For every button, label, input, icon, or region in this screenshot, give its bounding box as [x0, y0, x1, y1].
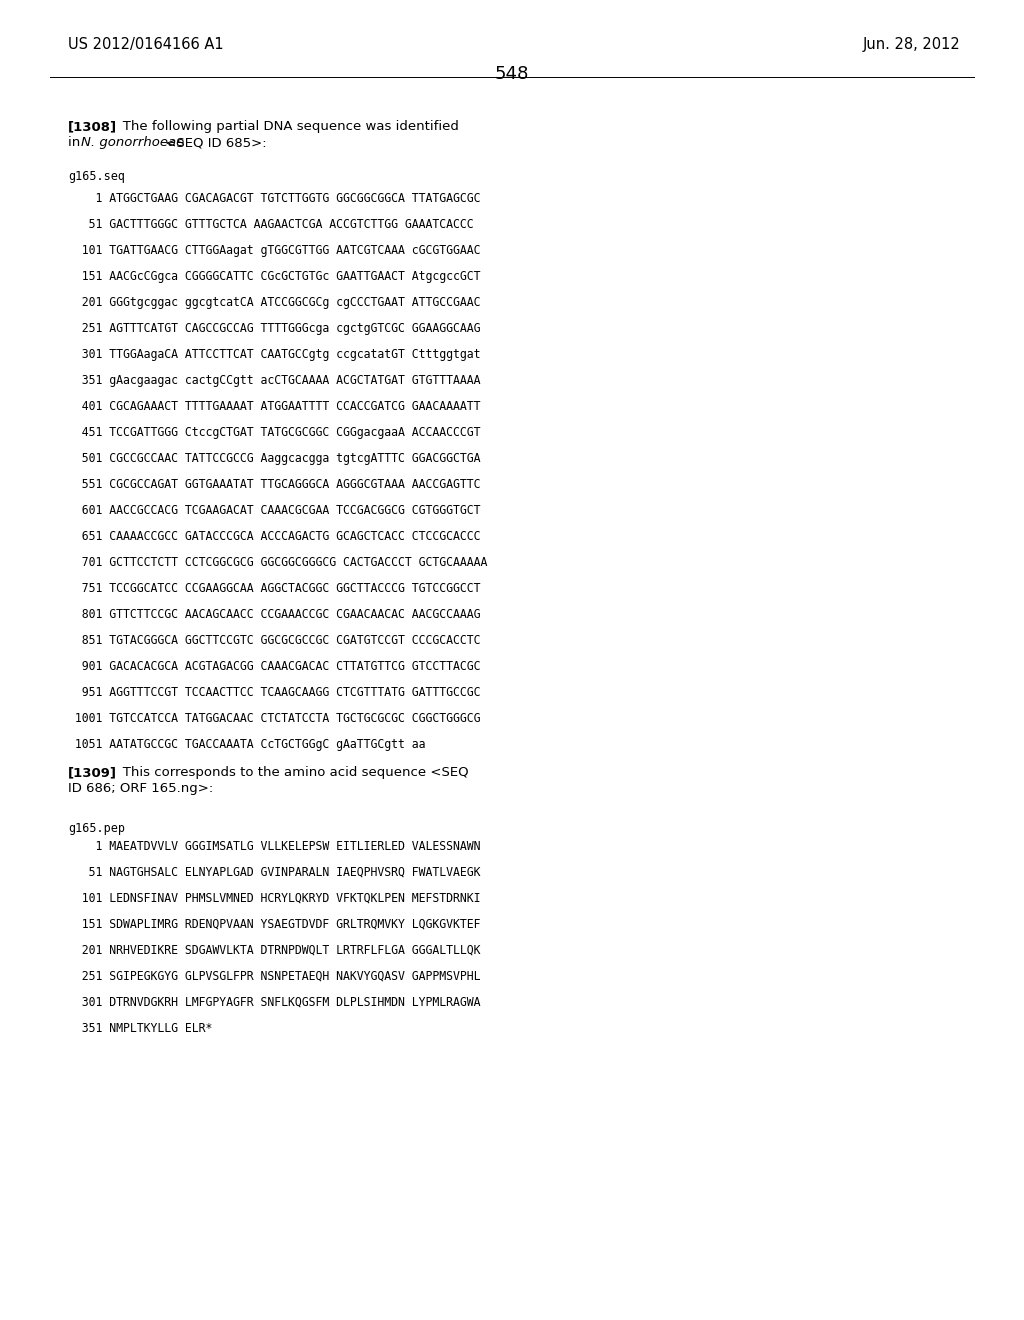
Text: 251 AGTTTCATGT CAGCCGCCAG TTTTGGGcga cgctgGTCGC GGAAGGCAAG: 251 AGTTTCATGT CAGCCGCCAG TTTTGGGcga cgc… — [68, 322, 480, 335]
Text: g165.seq: g165.seq — [68, 170, 125, 183]
Text: [1308]: [1308] — [68, 120, 117, 133]
Text: 551 CGCGCCAGAT GGTGAAATAT TTGCAGGGCA AGGGCGTAAA AACCGAGTTC: 551 CGCGCCAGAT GGTGAAATAT TTGCAGGGCA AGG… — [68, 478, 480, 491]
Text: [1309]: [1309] — [68, 766, 117, 779]
Text: 501 CGCCGCCAAC TATTCCGCCG Aaggcacgga tgtcgATTTC GGACGGCTGA: 501 CGCCGCCAAC TATTCCGCCG Aaggcacgga tgt… — [68, 451, 480, 465]
Text: <SEQ ID 685>:: <SEQ ID 685>: — [161, 136, 266, 149]
Text: 301 DTRNVDGKRH LMFGPYAGFR SNFLKQGSFM DLPLSIHMDN LYPMLRAGWA: 301 DTRNVDGKRH LMFGPYAGFR SNFLKQGSFM DLP… — [68, 997, 480, 1008]
Text: The following partial DNA sequence was identified: The following partial DNA sequence was i… — [110, 120, 459, 133]
Text: 101 LEDNSFINAV PHMSLVMNED HCRYLQKRYD VFKTQKLPEN MEFSTDRNKI: 101 LEDNSFINAV PHMSLVMNED HCRYLQKRYD VFK… — [68, 892, 480, 906]
Text: 901 GACACACGCA ACGTAGACGG CAAACGACAC CTTATGTTCG GTCCTTACGC: 901 GACACACGCA ACGTAGACGG CAAACGACAC CTT… — [68, 660, 480, 673]
Text: g165.pep: g165.pep — [68, 822, 125, 836]
Text: 1051 AATATGCCGC TGACCAAATA CcTGCTGGgC gAaTTGCgtt aa: 1051 AATATGCCGC TGACCAAATA CcTGCTGGgC gA… — [68, 738, 426, 751]
Text: ID 686; ORF 165.ng>:: ID 686; ORF 165.ng>: — [68, 781, 213, 795]
Text: 1 MAEATDVVLV GGGIMSATLG VLLKELEPSW EITLIERLED VALESSNAWN: 1 MAEATDVVLV GGGIMSATLG VLLKELEPSW EITLI… — [68, 840, 480, 853]
Text: 801 GTTCTTCCGC AACAGCAACC CCGAAACCGC CGAACAACAC AACGCCAAAG: 801 GTTCTTCCGC AACAGCAACC CCGAAACCGC CGA… — [68, 609, 480, 620]
Text: This corresponds to the amino acid sequence <SEQ: This corresponds to the amino acid seque… — [110, 766, 469, 779]
Text: 1001 TGTCCATCCA TATGGACAAC CTCTATCCTA TGCTGCGCGC CGGCTGGGCG: 1001 TGTCCATCCA TATGGACAAC CTCTATCCTA TG… — [68, 711, 480, 725]
Text: 251 SGIPEGKGYG GLPVSGLFPR NSNPETAEQH NAKVYGQASV GAPPMSVPHL: 251 SGIPEGKGYG GLPVSGLFPR NSNPETAEQH NAK… — [68, 970, 480, 983]
Text: 351 gAacgaagac cactgCCgtt acCTGCAAAA ACGCTATGAT GTGTTTAAAA: 351 gAacgaagac cactgCCgtt acCTGCAAAA ACG… — [68, 374, 480, 387]
Text: Jun. 28, 2012: Jun. 28, 2012 — [862, 37, 961, 51]
Text: 701 GCTTCCTCTT CCTCGGCGCG GGCGGCGGGCG CACTGACCCT GCTGCAAAAA: 701 GCTTCCTCTT CCTCGGCGCG GGCGGCGGGCG CA… — [68, 556, 487, 569]
Text: 51 NAGTGHSALC ELNYAPLGAD GVINPARALN IAEQPHVSRQ FWATLVAEGK: 51 NAGTGHSALC ELNYAPLGAD GVINPARALN IAEQ… — [68, 866, 480, 879]
Text: 601 AACCGCCACG TCGAAGACAT CAAACGCGAA TCCGACGGCG CGTGGGTGCT: 601 AACCGCCACG TCGAAGACAT CAAACGCGAA TCC… — [68, 504, 480, 517]
Text: 651 CAAAACCGCC GATACCCGCA ACCCAGACTG GCAGCTCACC CTCCGCACCC: 651 CAAAACCGCC GATACCCGCA ACCCAGACTG GCA… — [68, 531, 480, 543]
Text: 201 GGGtgcggac ggcgtcatCA ATCCGGCGCg cgCCCTGAAT ATTGCCGAAC: 201 GGGtgcggac ggcgtcatCA ATCCGGCGCg cgC… — [68, 296, 480, 309]
Text: 548: 548 — [495, 65, 529, 83]
Text: 851 TGTACGGGCA GGCTTCCGTC GGCGCGCCGC CGATGTCCGT CCCGCACCTC: 851 TGTACGGGCA GGCTTCCGTC GGCGCGCCGC CGA… — [68, 634, 480, 647]
Text: N. gonorrhoeae: N. gonorrhoeae — [81, 136, 184, 149]
Text: 401 CGCAGAAACT TTTTGAAAAT ATGGAATTTT CCACCGATCG GAACAAAATT: 401 CGCAGAAACT TTTTGAAAAT ATGGAATTTT CCA… — [68, 400, 480, 413]
Text: 151 SDWAPLIMRG RDENQPVAAN YSAEGTDVDF GRLTRQMVKY LQGKGVKTEF: 151 SDWAPLIMRG RDENQPVAAN YSAEGTDVDF GRL… — [68, 917, 480, 931]
Text: 201 NRHVEDIKRE SDGAWVLKTA DTRNPDWQLT LRTRFLFLGA GGGALTLLQK: 201 NRHVEDIKRE SDGAWVLKTA DTRNPDWQLT LRT… — [68, 944, 480, 957]
Text: US 2012/0164166 A1: US 2012/0164166 A1 — [68, 37, 223, 51]
Text: 351 NMPLTKYLLG ELR*: 351 NMPLTKYLLG ELR* — [68, 1022, 212, 1035]
Text: 301 TTGGAagaCA ATTCCTTCAT CAATGCCgtg ccgcatatGT Ctttggtgat: 301 TTGGAagaCA ATTCCTTCAT CAATGCCgtg ccg… — [68, 348, 480, 360]
Text: 151 AACGcCGgca CGGGGCATTC CGcGCTGTGc GAATTGAACT AtgcgccGCT: 151 AACGcCGgca CGGGGCATTC CGcGCTGTGc GAA… — [68, 271, 480, 282]
Text: 1 ATGGCTGAAG CGACAGACGT TGTCTTGGTG GGCGGCGGCA TTATGAGCGC: 1 ATGGCTGAAG CGACAGACGT TGTCTTGGTG GGCGG… — [68, 191, 480, 205]
Text: 451 TCCGATTGGG CtccgCTGAT TATGCGCGGC CGGgacgaaA ACCAACCCGT: 451 TCCGATTGGG CtccgCTGAT TATGCGCGGC CGG… — [68, 426, 480, 440]
Text: 101 TGATTGAACG CTTGGAagat gTGGCGTTGG AATCGTCAAA cGCGTGGAAC: 101 TGATTGAACG CTTGGAagat gTGGCGTTGG AAT… — [68, 244, 480, 257]
Text: 51 GACTTTGGGC GTTTGCTCA AAGAACTCGA ACCGTCTTGG GAAATCACCC: 51 GACTTTGGGC GTTTGCTCA AAGAACTCGA ACCGT… — [68, 218, 474, 231]
Text: 751 TCCGGCATCC CCGAAGGCAA AGGCTACGGC GGCTTACCCG TGTCCGGCCT: 751 TCCGGCATCC CCGAAGGCAA AGGCTACGGC GGC… — [68, 582, 480, 595]
Text: 951 AGGTTTCCGT TCCAACTTCC TCAAGCAAGG CTCGTTTATG GATTTGCCGC: 951 AGGTTTCCGT TCCAACTTCC TCAAGCAAGG CTC… — [68, 686, 480, 700]
Text: in: in — [68, 136, 85, 149]
